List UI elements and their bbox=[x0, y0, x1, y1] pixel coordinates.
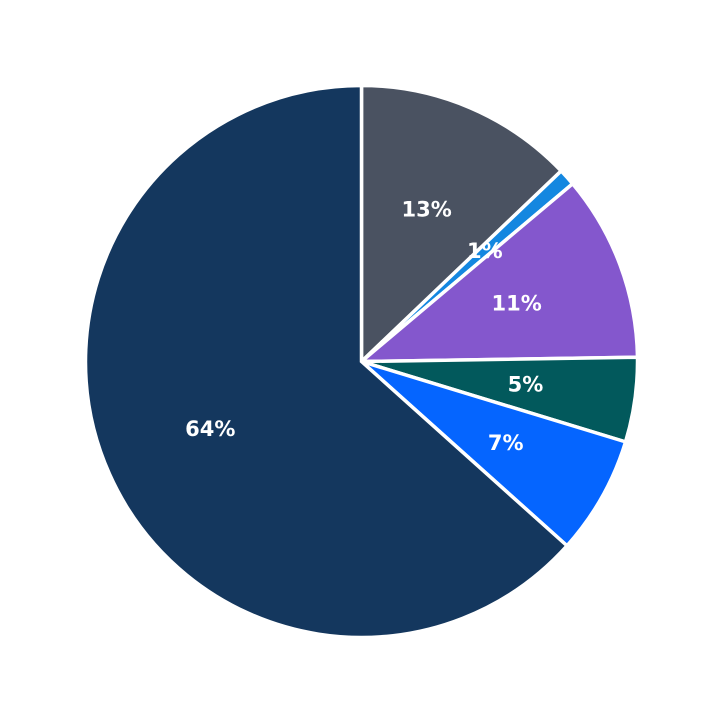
slice-label-1: 1% bbox=[467, 239, 503, 263]
slice-label-0: 13% bbox=[402, 197, 452, 221]
slice-label-4: 7% bbox=[488, 431, 524, 455]
slice-label-2: 11% bbox=[491, 292, 541, 316]
slice-label-3: 5% bbox=[508, 373, 544, 397]
pie-slices bbox=[85, 86, 637, 638]
slice-label-5: 64% bbox=[185, 417, 235, 441]
